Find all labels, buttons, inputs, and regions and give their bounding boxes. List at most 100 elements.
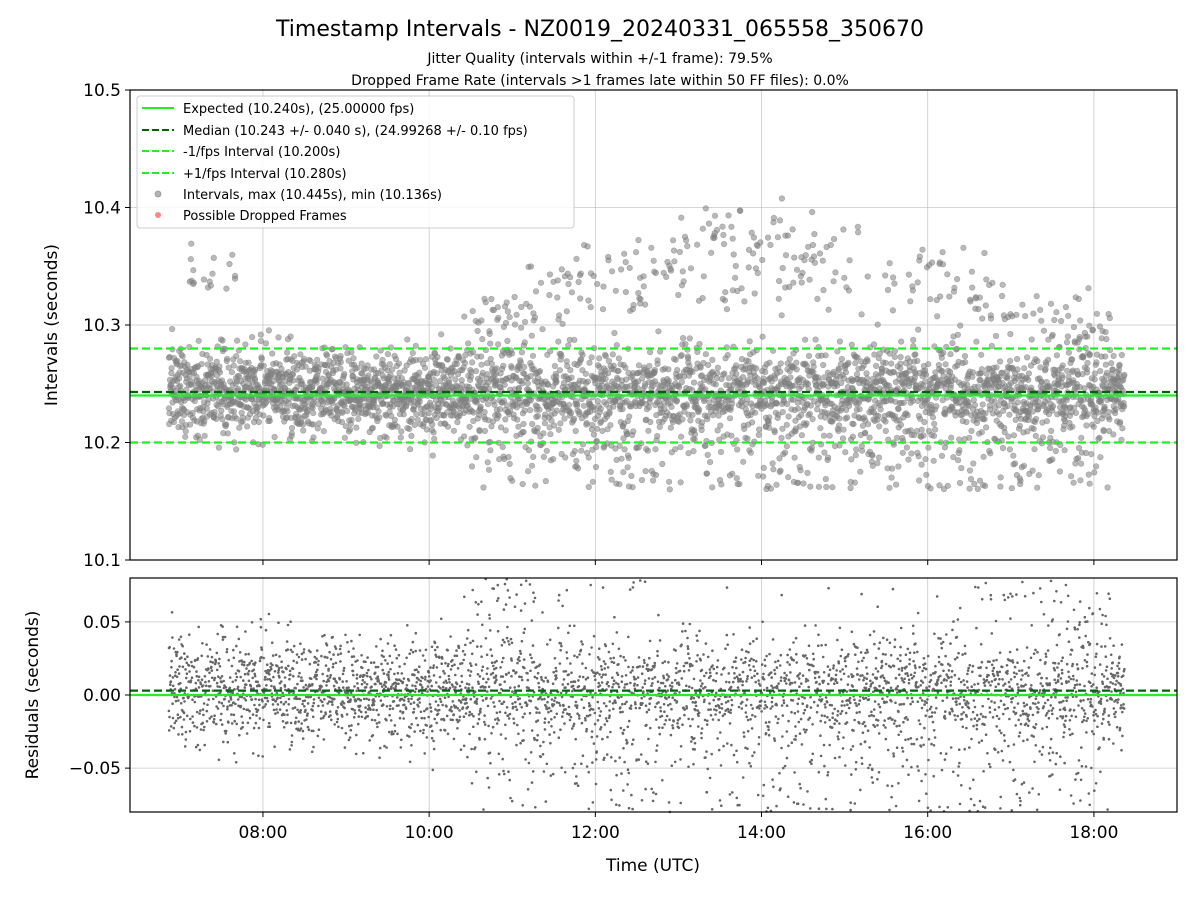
interval-point [486,386,492,392]
residual-point [281,666,284,669]
interval-point [338,359,344,365]
residual-point [273,709,276,712]
residual-point [331,703,334,706]
residual-point [240,715,243,718]
interval-point [972,481,978,487]
interval-point [734,447,740,453]
interval-point [919,427,925,433]
interval-point [733,263,739,269]
interval-point [423,356,429,362]
interval-point [308,358,314,364]
interval-point [794,267,800,273]
interval-point [311,396,317,402]
interval-point [288,334,294,340]
interval-point [778,468,784,474]
residual-point [350,640,353,643]
residual-point [230,704,233,707]
interval-point [846,360,852,366]
interval-point [1107,315,1113,321]
interval-point [603,353,609,359]
interval-point [713,382,719,388]
interval-point [430,453,436,459]
residual-point [244,630,247,633]
interval-point [548,431,554,437]
interval-point [687,336,693,342]
interval-point [766,425,772,431]
residual-point [313,698,316,701]
residual-point [198,712,201,715]
interval-point [244,424,250,430]
interval-point [547,292,553,298]
residual-point [346,641,349,644]
interval-point [1026,414,1032,420]
residual-point [347,686,350,689]
interval-point [641,284,647,290]
legend-intervals-label: Intervals, max (10.445s), min (10.136s) [183,188,442,203]
residual-point [394,724,397,727]
residual-point [271,664,274,667]
residual-point [186,715,189,718]
interval-point [824,484,830,490]
interval-point [893,482,899,488]
interval-point [1078,461,1084,467]
interval-point [485,401,491,407]
residual-point [289,620,292,623]
interval-point [843,370,849,376]
residual-point [283,726,286,729]
interval-point [596,356,602,362]
residual-point [234,679,237,682]
residual-point [243,708,246,711]
interval-point [1058,318,1064,324]
residual-point [195,682,198,685]
interval-point [627,265,633,271]
interval-point [688,266,694,272]
interval-point [967,468,973,474]
interval-point [614,342,620,348]
interval-point [925,361,931,367]
interval-point [623,365,629,371]
residual-point [212,661,215,664]
interval-point [269,351,275,357]
interval-point [1012,461,1018,467]
interval-point [988,316,994,322]
residual-point [226,651,229,654]
interval-point [474,454,480,460]
residual-point [170,666,173,669]
interval-point [703,206,709,212]
residual-point [219,692,222,695]
interval-point [266,328,272,334]
interval-point [585,244,591,250]
interval-point [780,409,786,415]
interval-point [496,315,502,321]
interval-point [729,224,735,230]
residual-point [359,674,362,677]
interval-point [931,458,937,464]
residual-point [234,703,237,706]
interval-point [844,415,850,421]
residual-point [321,701,324,704]
residual-point [311,683,314,686]
interval-point [812,231,818,237]
interval-point [677,249,683,255]
interval-point [771,467,777,473]
residual-point [328,700,331,703]
residual-point [200,655,203,658]
residual-point [259,717,262,720]
residual-point [388,714,391,717]
interval-point [512,322,518,328]
interval-point [975,486,981,492]
interval-point [707,459,713,465]
interval-point [220,338,226,344]
residual-point [224,636,227,639]
residual-point [323,698,326,701]
residual-point [389,708,392,711]
interval-point [1045,357,1051,363]
interval-point [694,242,700,248]
interval-point [720,224,726,230]
residual-point [260,618,263,621]
interval-point [591,432,597,438]
interval-point [979,429,985,435]
residual-point [219,719,222,722]
interval-point [533,483,539,489]
interval-point [955,332,961,338]
